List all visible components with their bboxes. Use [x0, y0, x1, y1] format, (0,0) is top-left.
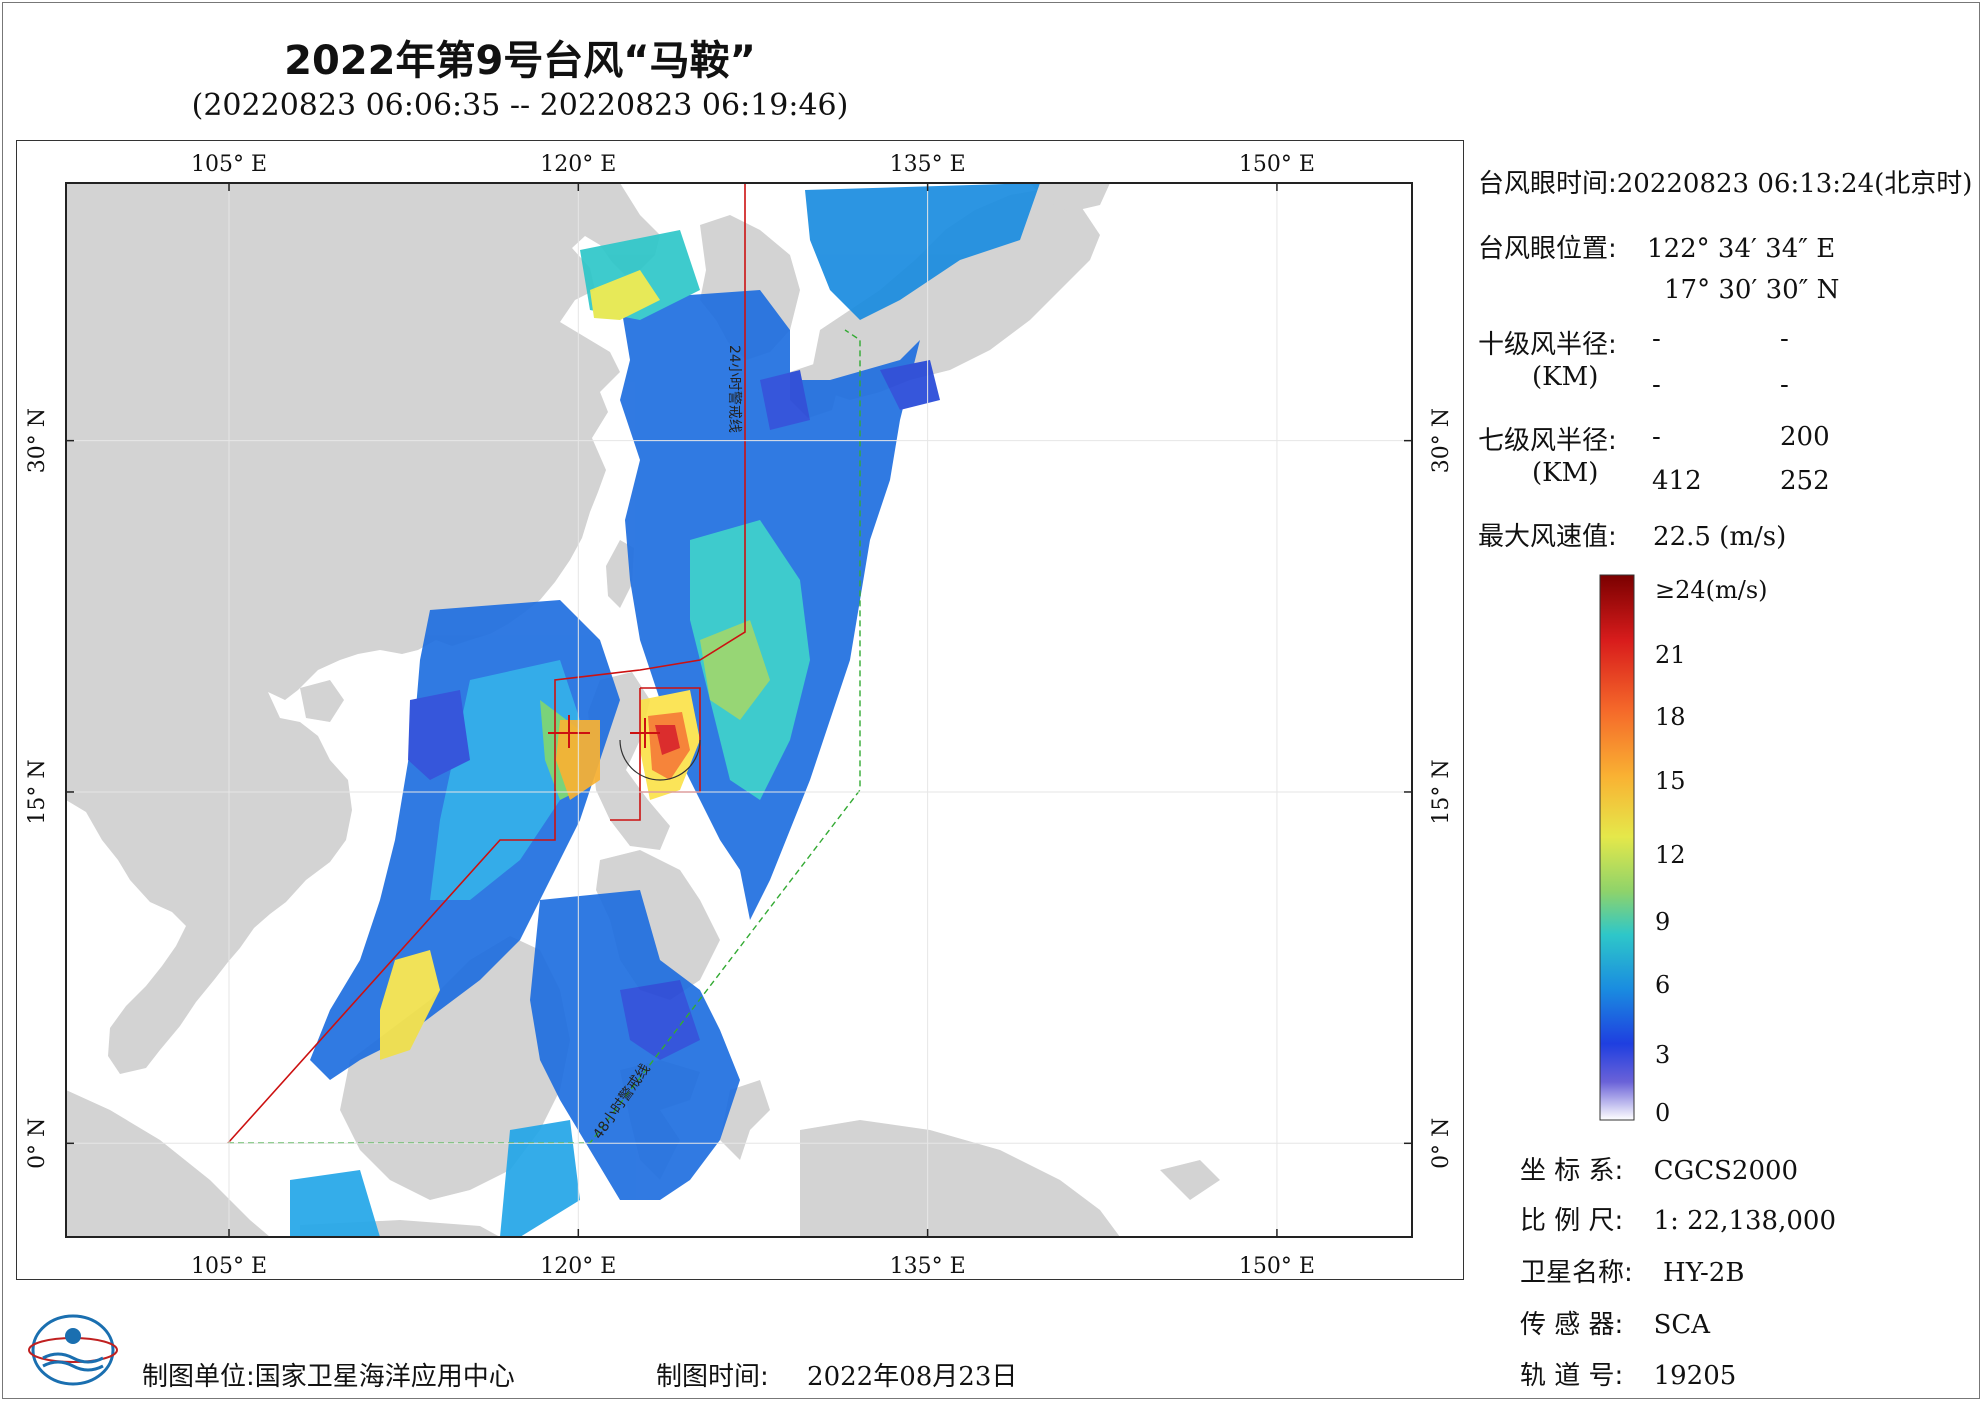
footer-unit: 制图单位:国家卫星海洋应用中心: [142, 1356, 515, 1393]
meta-value-crs: CGCS2000: [1653, 1156, 1799, 1186]
r10-row: 十级风半径:: [1478, 324, 1617, 361]
warning-line-24h: [227, 183, 746, 1144]
r10-value-nw: -: [1780, 370, 1789, 400]
typhoon-radius-arc: [619, 739, 701, 781]
r7-value-sw: 412: [1652, 466, 1702, 496]
meta-value-scale: 1: 22,138,000: [1653, 1206, 1836, 1236]
lon-tick-label-bottom: 135° E: [890, 1254, 966, 1279]
meta-row-orbit: 轨 道 号: 19205: [1520, 1355, 1736, 1392]
r10-value-se: -: [1780, 324, 1789, 354]
eye-latitude: 17° 30′ 30″ N: [1664, 275, 1840, 305]
r10-label: 十级风半径:: [1478, 330, 1617, 360]
r7-unit: (KM): [1532, 458, 1599, 488]
land-asia-mainland: [66, 183, 660, 1074]
colorbar-tick-label: 12: [1655, 841, 1686, 869]
map-subtitle: (20220823 06:06:35 -- 20220823 06:19:46): [191, 88, 849, 123]
lat-tick-label-left: 15° N: [25, 759, 50, 824]
colorbar-labels: ≥24(m/s) 21 18 15 12 9 6 3 0: [1655, 576, 1768, 1127]
r7-label: 七级风半径:: [1478, 426, 1617, 456]
eye-time-label: 台风眼时间:: [1478, 169, 1617, 199]
colorbar-tick-label: 3: [1655, 1041, 1670, 1069]
colorbar-tick-label: 0: [1655, 1099, 1670, 1127]
colorbar-tick-label: 21: [1655, 641, 1686, 669]
r7-row: 七级风半径:: [1478, 420, 1617, 457]
lat-tick-label-right: 15° N: [1429, 759, 1454, 824]
max-wind-value: 22.5 (m/s): [1653, 522, 1787, 552]
lon-tick-label-bottom: 150° E: [1239, 1254, 1315, 1279]
typhoon-eye-marker: [630, 718, 660, 748]
lat-tick-label-right: 0° N: [1429, 1118, 1454, 1169]
typhoon-crosshair-left: [548, 715, 590, 748]
map-title: 2022年第9号台风“马鞍”: [284, 38, 756, 84]
lat-tick-label-right: 30° N: [1429, 408, 1454, 473]
nsoas-logo-icon: [28, 1314, 118, 1386]
wind-swath-south: [290, 890, 740, 1237]
max-wind-row: 最大风速值: 22.5 (m/s): [1478, 516, 1786, 553]
colorbar: [1599, 574, 1635, 1121]
colorbar-tick-label: 9: [1655, 908, 1670, 936]
graticule: [66, 183, 1412, 1237]
footer-time-label: 制图时间:: [656, 1362, 769, 1392]
eye-longitude: 122° 34′ 34″ E: [1647, 234, 1836, 264]
r7-value-nw: 252: [1780, 466, 1830, 496]
meta-label-orbit: 轨 道 号:: [1520, 1361, 1624, 1391]
meta-value-satellite: HY-2B: [1663, 1258, 1745, 1288]
colorbar-tick-label: 15: [1655, 767, 1686, 795]
land-japan-honshu: [812, 188, 1100, 400]
warning-label-24h: 24小时警戒线: [726, 345, 742, 433]
footer-time-value: 2022年08月23日: [807, 1362, 1018, 1392]
r7-value-se: 200: [1780, 422, 1830, 452]
eye-position-label: 台风眼位置:: [1478, 234, 1617, 264]
lon-tick-label-bottom: 120° E: [540, 1254, 616, 1279]
meta-value-sensor: SCA: [1653, 1310, 1711, 1340]
land-sumatra: [66, 1090, 270, 1237]
max-wind-label: 最大风速值:: [1478, 522, 1617, 552]
meta-row-scale: 比 例 尺: 1: 22,138,000: [1520, 1200, 1836, 1237]
footer-time: 制图时间: 2022年08月23日: [656, 1356, 1017, 1393]
colorbar-tick-label: 6: [1655, 971, 1670, 999]
meta-label-sensor: 传 感 器:: [1520, 1310, 1624, 1340]
land-hokkaido: [1030, 183, 1110, 212]
land-islands-east: [1160, 1160, 1220, 1200]
colorbar-tick-label: ≥24(m/s): [1655, 576, 1768, 604]
meta-label-satellite: 卫星名称:: [1520, 1258, 1633, 1288]
footer-unit-value: 国家卫星海洋应用中心: [254, 1362, 515, 1392]
lat-tick-label-left: 0° N: [25, 1118, 50, 1169]
lon-tick-label-top: 150° E: [1239, 152, 1315, 177]
lon-tick-label-bottom: 105° E: [191, 1254, 267, 1279]
lon-tick-label-top: 105° E: [191, 152, 267, 177]
eye-time-row: 台风眼时间:20220823 06:13:24(北京时): [1478, 163, 1972, 200]
lon-tick-label-top: 120° E: [540, 152, 616, 177]
wind-swath-right: [556, 183, 1040, 920]
footer-unit-label: 制图单位:: [142, 1362, 255, 1392]
land-hainan: [300, 680, 344, 722]
meta-value-orbit: 19205: [1653, 1361, 1737, 1391]
r10-unit: (KM): [1532, 362, 1599, 392]
meta-row-crs: 坐 标 系: CGCS2000: [1520, 1150, 1798, 1187]
tick-labels: 105° E 105° E 120° E 120° E 135° E 135° E 150°…: [25, 152, 1454, 1279]
land-taiwan: [606, 540, 634, 608]
land-new-guinea: [800, 1120, 1120, 1237]
meta-label-scale: 比 例 尺:: [1520, 1206, 1624, 1236]
eye-time-value: 20220823 06:13:24(北京时): [1616, 169, 1973, 199]
r10-value-sw: -: [1652, 370, 1661, 400]
map-frame: [16, 140, 1464, 1280]
lat-tick-label-left: 30° N: [25, 408, 50, 473]
meta-row-satellite: 卫星名称: HY-2B: [1520, 1252, 1744, 1289]
colorbar-tick-label: 18: [1655, 703, 1686, 731]
map-border: [65, 182, 1413, 1238]
r7-value-ne: -: [1652, 422, 1661, 452]
eye-position-row: 台风眼位置: 122° 34′ 34″ E: [1478, 228, 1835, 265]
lon-tick-label-top: 135° E: [890, 152, 966, 177]
meta-label-crs: 坐 标 系:: [1520, 1156, 1624, 1186]
meta-row-sensor: 传 感 器: SCA: [1520, 1304, 1710, 1341]
r10-value-ne: -: [1652, 324, 1661, 354]
